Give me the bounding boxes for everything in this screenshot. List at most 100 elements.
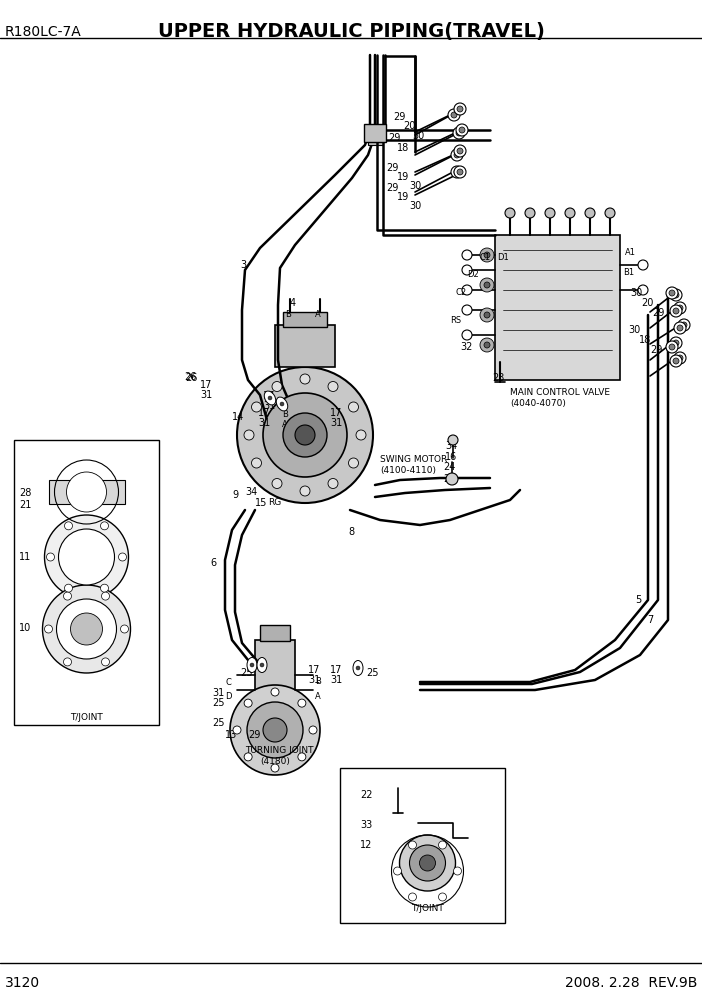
Circle shape xyxy=(439,841,446,849)
Bar xyxy=(283,312,327,327)
Text: A: A xyxy=(282,420,288,429)
Circle shape xyxy=(102,592,110,600)
Text: 31: 31 xyxy=(212,688,224,698)
Circle shape xyxy=(666,287,678,299)
Text: 4: 4 xyxy=(290,298,296,308)
Text: 3: 3 xyxy=(240,260,246,270)
Circle shape xyxy=(283,413,327,457)
Ellipse shape xyxy=(353,661,363,676)
Circle shape xyxy=(348,458,359,468)
Circle shape xyxy=(230,685,320,775)
Circle shape xyxy=(673,358,679,364)
Text: 5: 5 xyxy=(635,595,641,605)
Circle shape xyxy=(462,330,472,340)
Text: 14: 14 xyxy=(232,412,244,422)
Text: 29: 29 xyxy=(652,308,664,318)
Circle shape xyxy=(457,148,463,154)
Circle shape xyxy=(462,305,472,315)
Text: R180LC-7A: R180LC-7A xyxy=(5,25,81,39)
Circle shape xyxy=(462,265,472,275)
Circle shape xyxy=(505,208,515,218)
Circle shape xyxy=(673,292,679,298)
Circle shape xyxy=(119,553,126,561)
Circle shape xyxy=(453,867,461,875)
Circle shape xyxy=(44,625,53,633)
Circle shape xyxy=(298,699,306,707)
Text: TURNING JOINT: TURNING JOINT xyxy=(245,746,314,755)
Circle shape xyxy=(525,208,535,218)
Text: 9: 9 xyxy=(232,490,238,500)
Text: 21: 21 xyxy=(19,500,32,510)
Text: 20: 20 xyxy=(403,121,416,131)
Circle shape xyxy=(462,285,472,295)
Text: 17: 17 xyxy=(308,665,320,675)
Text: B: B xyxy=(285,310,291,319)
Circle shape xyxy=(670,337,682,349)
Text: 31: 31 xyxy=(330,418,343,428)
Text: 3120: 3120 xyxy=(5,976,40,990)
Circle shape xyxy=(459,127,465,133)
Circle shape xyxy=(677,355,683,361)
Circle shape xyxy=(480,248,494,262)
Circle shape xyxy=(451,149,463,161)
Circle shape xyxy=(244,753,252,761)
Text: 30: 30 xyxy=(409,181,421,191)
Text: 17: 17 xyxy=(330,408,343,418)
Text: 16: 16 xyxy=(445,452,457,462)
Text: 2008. 2.28  REV.9B: 2008. 2.28 REV.9B xyxy=(564,976,697,990)
Circle shape xyxy=(271,688,279,696)
Text: 25: 25 xyxy=(366,668,378,678)
Circle shape xyxy=(670,355,682,367)
Circle shape xyxy=(565,208,575,218)
Circle shape xyxy=(454,169,460,175)
Circle shape xyxy=(263,718,287,742)
Circle shape xyxy=(43,585,131,673)
Text: 24: 24 xyxy=(443,462,456,472)
Text: RS: RS xyxy=(450,316,461,325)
Circle shape xyxy=(409,841,416,849)
Text: 23: 23 xyxy=(492,373,504,383)
Circle shape xyxy=(272,478,282,488)
Circle shape xyxy=(348,402,359,412)
Circle shape xyxy=(260,663,264,667)
Text: 29: 29 xyxy=(248,730,260,740)
Circle shape xyxy=(451,166,463,178)
Circle shape xyxy=(674,352,686,364)
Bar xyxy=(260,625,290,641)
Text: 26: 26 xyxy=(185,373,197,383)
Text: MAIN CONTROL VALVE: MAIN CONTROL VALVE xyxy=(510,388,610,397)
Circle shape xyxy=(638,285,648,295)
Bar xyxy=(495,235,620,380)
Circle shape xyxy=(280,402,284,406)
Text: 19: 19 xyxy=(397,192,409,202)
Text: UPPER HYDRAULIC PIPING(TRAVEL): UPPER HYDRAULIC PIPING(TRAVEL) xyxy=(157,22,545,41)
Bar xyxy=(275,325,335,367)
Circle shape xyxy=(454,103,466,115)
Circle shape xyxy=(268,396,272,400)
Circle shape xyxy=(605,208,615,218)
Text: 29: 29 xyxy=(386,163,398,173)
Text: SWING MOTOR: SWING MOTOR xyxy=(380,455,447,464)
Circle shape xyxy=(247,702,303,758)
Text: (4180): (4180) xyxy=(260,757,290,766)
Circle shape xyxy=(63,592,72,600)
Circle shape xyxy=(58,529,114,585)
Circle shape xyxy=(250,663,254,667)
Text: C1: C1 xyxy=(480,253,491,262)
Circle shape xyxy=(121,625,128,633)
Circle shape xyxy=(480,308,494,322)
Circle shape xyxy=(448,109,460,121)
Text: 27: 27 xyxy=(443,474,456,484)
Text: C: C xyxy=(225,678,231,687)
Circle shape xyxy=(300,486,310,496)
Text: 31: 31 xyxy=(200,390,212,400)
Circle shape xyxy=(480,278,494,292)
Circle shape xyxy=(678,319,690,331)
Circle shape xyxy=(670,289,682,301)
Circle shape xyxy=(233,726,241,734)
Circle shape xyxy=(251,458,262,468)
Text: 26: 26 xyxy=(184,372,197,382)
Circle shape xyxy=(394,867,402,875)
Text: 19: 19 xyxy=(397,172,409,182)
Text: 29: 29 xyxy=(386,183,398,193)
